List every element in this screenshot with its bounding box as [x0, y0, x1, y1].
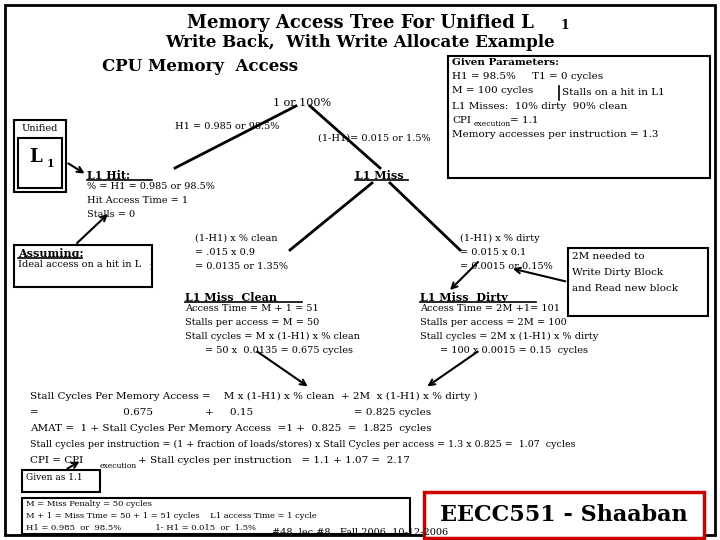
Text: Unified: Unified [22, 124, 58, 133]
Text: Given Parameters:: Given Parameters: [452, 58, 559, 67]
Text: L1 Miss  Dirty: L1 Miss Dirty [420, 292, 508, 303]
Text: Given as 1.1: Given as 1.1 [26, 473, 83, 482]
Text: H1 = 0.985  or  98.5%             1- H1 = 0.015  or  1.5%: H1 = 0.985 or 98.5% 1- H1 = 0.015 or 1.5… [26, 524, 256, 532]
Bar [424, 492, 704, 538]
Bar [18, 138, 62, 188]
Text: H1 = 98.5%     T1 = 0 cycles: H1 = 98.5% T1 = 0 cycles [452, 72, 603, 81]
Bar [14, 120, 66, 192]
Text: Write Dirty Block: Write Dirty Block [572, 268, 663, 277]
Text: AMAT =  1 + Stall Cycles Per Memory Access  =1 +  0.825  =  1.825  cycles: AMAT = 1 + Stall Cycles Per Memory Acces… [30, 424, 431, 433]
Text: CPU Memory  Access: CPU Memory Access [102, 58, 298, 75]
Text: = 0.015 x 0.1: = 0.015 x 0.1 [460, 248, 526, 257]
Text: L: L [29, 148, 41, 166]
Text: =                          0.675                +     0.15                      : = 0.675 + 0.15 [30, 408, 431, 417]
Text: Stalls = 0: Stalls = 0 [87, 210, 135, 219]
Text: % = H1 = 0.985 or 98.5%: % = H1 = 0.985 or 98.5% [87, 182, 215, 191]
Text: = 0.0135 or 1.35%: = 0.0135 or 1.35% [195, 262, 288, 271]
Text: = .015 x 0.9: = .015 x 0.9 [195, 248, 255, 257]
Text: = 50 x  0.0135 = 0.675 cycles: = 50 x 0.0135 = 0.675 cycles [205, 346, 353, 355]
Text: = 100 x 0.0015 = 0.15  cycles: = 100 x 0.0015 = 0.15 cycles [440, 346, 588, 355]
Text: #48  lec #8   Fall 2006  10-12-2006: #48 lec #8 Fall 2006 10-12-2006 [272, 528, 448, 537]
Text: L1 Miss  Clean: L1 Miss Clean [185, 292, 277, 303]
Text: Hit Access Time = 1: Hit Access Time = 1 [87, 196, 188, 205]
Text: Stalls on a hit in L1: Stalls on a hit in L1 [562, 88, 665, 97]
Text: 1: 1 [148, 264, 153, 272]
Text: Memory accesses per instruction = 1.3: Memory accesses per instruction = 1.3 [452, 130, 659, 139]
Text: = 1.1: = 1.1 [510, 116, 539, 125]
Bar [448, 56, 710, 178]
Text: Stall cycles = 2M x (1-H1) x % dirty: Stall cycles = 2M x (1-H1) x % dirty [420, 332, 598, 341]
Text: (1-H1) x % dirty: (1-H1) x % dirty [460, 234, 539, 243]
Text: M + 1 = Miss Time = 50 + 1 = 51 cycles    L1 access Time = 1 cycle: M + 1 = Miss Time = 50 + 1 = 51 cycles L… [26, 512, 317, 520]
Text: (1-H1) x % clean: (1-H1) x % clean [195, 234, 277, 243]
Text: (1-H1)= 0.015 or 1.5%: (1-H1)= 0.015 or 1.5% [318, 134, 431, 143]
Text: + Stall cycles per instruction   = 1.1 + 1.07 =  2.17: + Stall cycles per instruction = 1.1 + 1… [138, 456, 410, 465]
Text: Access Time = 2M +1= 101: Access Time = 2M +1= 101 [420, 304, 560, 313]
Text: Assuming:: Assuming: [18, 248, 84, 259]
Text: = 0.0015 or 0.15%: = 0.0015 or 0.15% [460, 262, 553, 271]
Text: 1: 1 [560, 19, 569, 32]
Text: 1: 1 [47, 158, 55, 169]
Text: CPI: CPI [452, 116, 471, 125]
Bar [568, 248, 708, 316]
Text: Write Back,  With Write Allocate Example: Write Back, With Write Allocate Example [165, 34, 555, 51]
Text: M = Miss Penalty = 50 cycles: M = Miss Penalty = 50 cycles [26, 500, 152, 508]
Text: CPI = CPI: CPI = CPI [30, 456, 84, 465]
Text: Stall cycles per instruction = (1 + fraction of loads/stores) x Stall Cycles per: Stall cycles per instruction = (1 + frac… [30, 440, 575, 449]
Text: 2M needed to: 2M needed to [572, 252, 644, 261]
Text: and Read new block: and Read new block [572, 284, 678, 293]
Text: H1 = 0.985 or 98.5%: H1 = 0.985 or 98.5% [175, 122, 279, 131]
Text: 1 or 100%: 1 or 100% [273, 98, 331, 108]
Text: Stalls per access = M = 50: Stalls per access = M = 50 [185, 318, 319, 327]
Text: execution: execution [100, 462, 138, 470]
Bar [14, 245, 152, 287]
Text: L1 Miss: L1 Miss [355, 170, 404, 181]
Text: EECC551 - Shaaban: EECC551 - Shaaban [440, 504, 688, 526]
Text: Stall Cycles Per Memory Access =    M x (1-H1) x % clean  + 2M  x (1-H1) x % dir: Stall Cycles Per Memory Access = M x (1-… [30, 392, 477, 401]
Text: execution: execution [474, 120, 511, 128]
Text: Ideal access on a hit in L: Ideal access on a hit in L [18, 260, 141, 269]
Bar [22, 470, 100, 492]
Text: Stalls per access = 2M = 100: Stalls per access = 2M = 100 [420, 318, 567, 327]
Bar [22, 498, 410, 534]
Text: M = 100 cycles: M = 100 cycles [452, 86, 534, 95]
Text: Access Time = M + 1 = 51: Access Time = M + 1 = 51 [185, 304, 319, 313]
Text: Stall cycles = M x (1-H1) x % clean: Stall cycles = M x (1-H1) x % clean [185, 332, 360, 341]
Text: Memory Access Tree For Unified L: Memory Access Tree For Unified L [186, 14, 534, 32]
Text: L1 Hit:: L1 Hit: [87, 170, 130, 181]
Text: L1 Misses:  10% dirty  90% clean: L1 Misses: 10% dirty 90% clean [452, 102, 627, 111]
